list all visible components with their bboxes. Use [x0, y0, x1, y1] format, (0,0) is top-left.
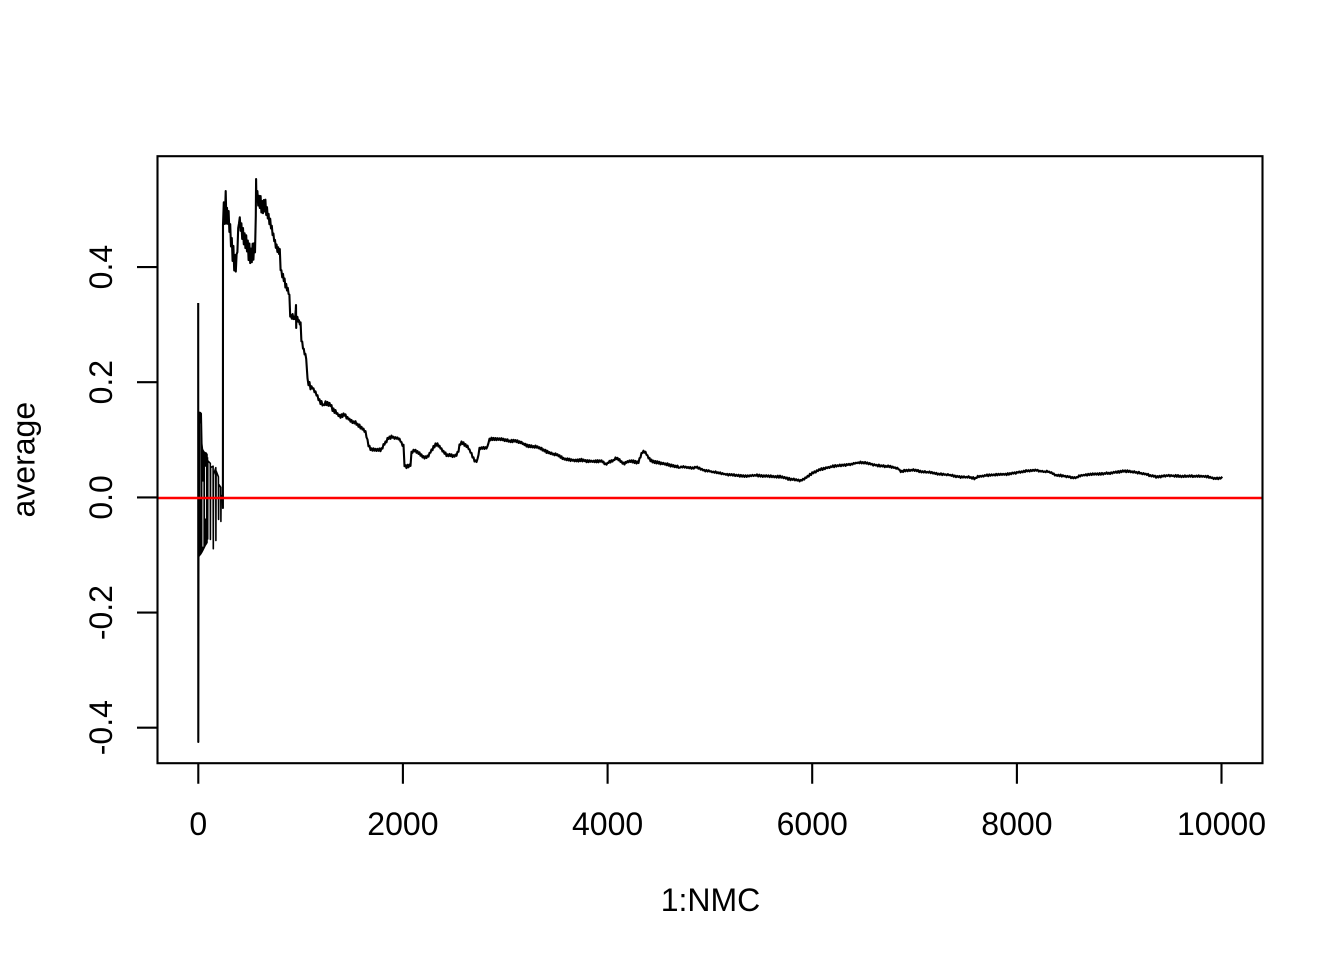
svg-text:0.0: 0.0	[83, 475, 119, 519]
svg-text:8000: 8000	[981, 806, 1052, 842]
svg-text:6000: 6000	[777, 806, 848, 842]
svg-text:0.4: 0.4	[83, 245, 119, 289]
svg-text:4000: 4000	[572, 806, 643, 842]
svg-text:10000: 10000	[1177, 806, 1266, 842]
svg-text:-0.4: -0.4	[83, 700, 119, 755]
svg-text:1:NMC: 1:NMC	[661, 882, 761, 918]
svg-text:2000: 2000	[367, 806, 438, 842]
svg-text:0: 0	[189, 806, 207, 842]
svg-text:average: average	[6, 402, 42, 518]
svg-text:-0.2: -0.2	[83, 585, 119, 640]
svg-text:0.2: 0.2	[83, 360, 119, 404]
